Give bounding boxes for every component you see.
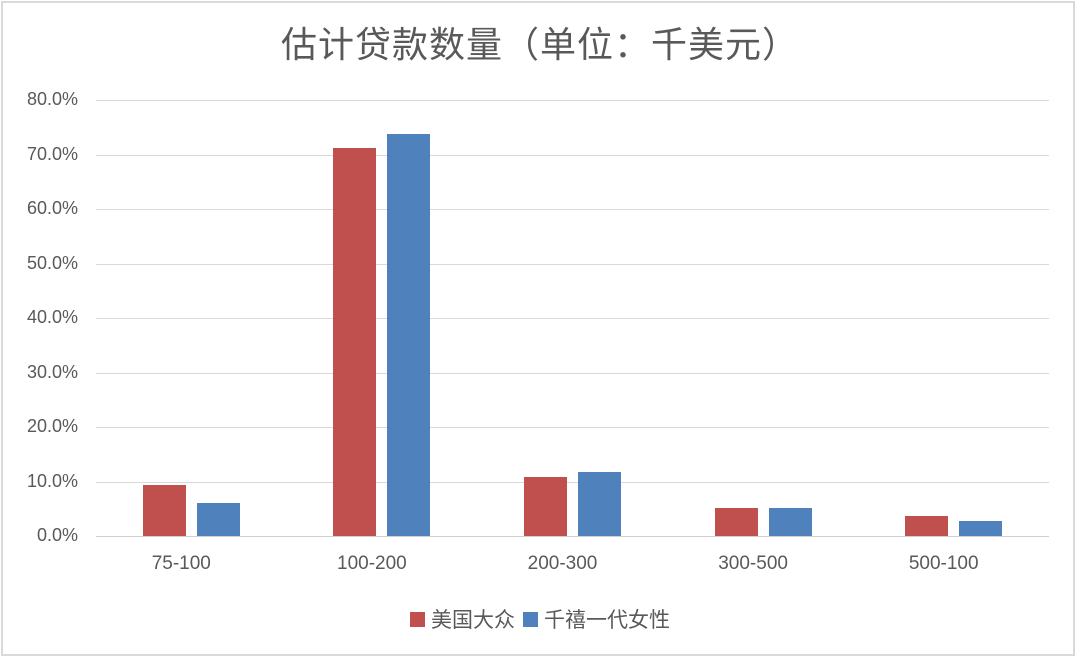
x-tick-label: 500-100 xyxy=(908,553,979,574)
legend-swatch-red xyxy=(410,611,425,627)
x-tick-label: 100-200 xyxy=(337,553,407,574)
y-tick-label: 20.0% xyxy=(26,416,78,436)
gridline xyxy=(96,263,1049,265)
legend: 美国大众 千禧一代女性 xyxy=(0,604,1080,634)
bar-series-1-500-100 xyxy=(905,515,949,536)
y-tick-label: 70.0% xyxy=(26,143,78,164)
gridline xyxy=(96,318,1049,319)
y-tick-label: 30.0% xyxy=(26,361,78,382)
bar-series-1-100-200 xyxy=(333,147,377,536)
gridline xyxy=(96,427,1049,428)
bar-series-1-200-300 xyxy=(524,476,567,536)
gridline xyxy=(96,481,1049,483)
bar-series-1-300-500 xyxy=(714,508,758,536)
x-tick-label: 300-500 xyxy=(718,553,788,574)
gridline xyxy=(96,154,1049,156)
y-tick-label: 10.0% xyxy=(26,470,78,491)
legend-swatch-blue xyxy=(523,611,538,627)
legend-label: 美国大众 xyxy=(431,608,515,632)
bar-series-2-300-500 xyxy=(768,508,812,536)
legend-label: 千禧一代女性 xyxy=(544,608,670,632)
x-tick-label: 200-300 xyxy=(527,553,598,574)
y-tick-label: 60.0% xyxy=(26,198,78,218)
bar-series-1-75-100 xyxy=(142,484,186,536)
y-tick-label: 40.0% xyxy=(26,307,78,327)
legend-item-series-1: 美国大众 xyxy=(410,604,515,634)
chart-title: 估计贷款数量（单位：千美元） xyxy=(280,25,799,66)
bar-series-2-75-100 xyxy=(196,503,240,536)
gridline xyxy=(96,536,1049,537)
bar-series-2-100-200 xyxy=(387,133,431,536)
y-tick-label: 50.0% xyxy=(26,252,78,273)
legend-item-series-2: 千禧一代女性 xyxy=(523,604,670,634)
bar-series-2-200-300 xyxy=(578,472,621,536)
gridline xyxy=(96,209,1049,210)
gridline xyxy=(96,100,1049,101)
plot-area xyxy=(96,100,1049,537)
bar-series-2-500-100 xyxy=(959,520,1003,536)
x-tick-label: 75-100 xyxy=(151,553,211,574)
gridline xyxy=(96,372,1049,374)
y-tick-label: 80.0% xyxy=(26,89,78,109)
y-tick-label: 0.0% xyxy=(36,525,78,545)
